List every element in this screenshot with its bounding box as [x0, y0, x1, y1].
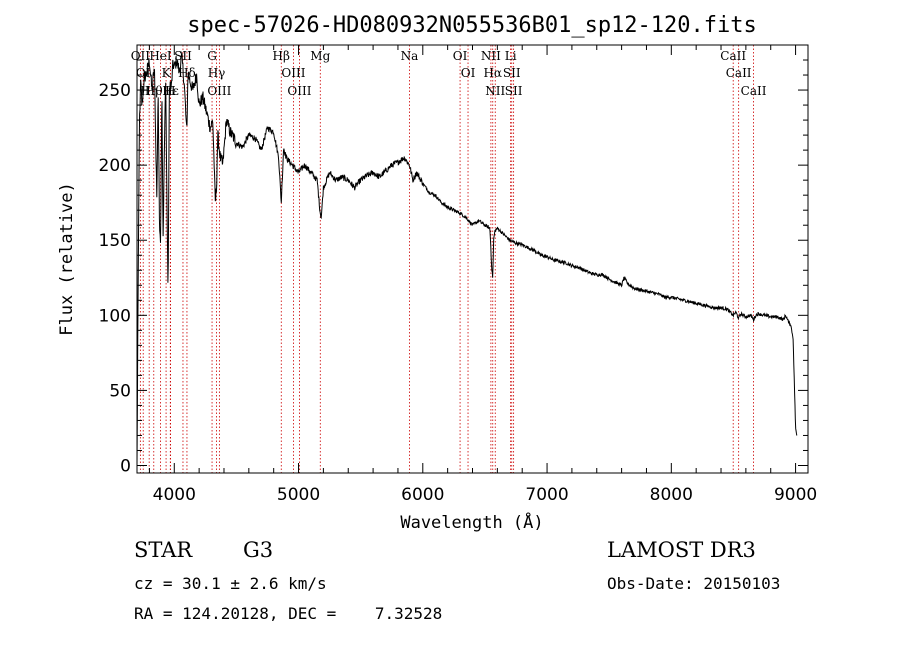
- line-label-nii: NII: [481, 49, 501, 63]
- line-label-k: K: [162, 66, 172, 80]
- line-label-hei: HeI: [149, 49, 172, 63]
- survey-name: LAMOST DR3: [607, 538, 756, 562]
- line-label-hβ: Hβ: [273, 49, 290, 63]
- line-label-sii: SII: [174, 49, 192, 63]
- line-label-mg: Mg: [310, 49, 330, 63]
- x-axis-ticks: 4000 5000 6000 7000 8000 9000: [148, 45, 817, 505]
- object-type: STAR: [134, 538, 193, 562]
- line-label-nii: NII: [485, 84, 505, 98]
- line-label-hη: Hη: [140, 84, 158, 98]
- y-axis-label: Flux (relative): [57, 182, 77, 336]
- spectral-line-labels: OIIOIHηHθHeIKHHεSIIHδGHγOIIIHβOIIIOIIIMg…: [131, 49, 767, 98]
- observation-date: Obs-Date: 20150103: [607, 574, 781, 593]
- y-tick-label: 150: [99, 231, 131, 251]
- line-label-oi: OI: [453, 49, 468, 63]
- x-tick-label: 5000: [277, 485, 320, 505]
- line-label-li: Li: [505, 49, 517, 63]
- line-label-caii: CaII: [726, 66, 752, 80]
- line-label-oii: OII: [131, 49, 151, 63]
- line-label-hδ: Hδ: [178, 66, 196, 80]
- line-label-caii: CaII: [720, 49, 746, 63]
- x-axis-label: Wavelength (Å): [400, 511, 543, 533]
- redshift-cz: cz = 30.1 ± 2.6 km/s: [134, 574, 327, 593]
- x-tick-label: 8000: [650, 485, 693, 505]
- x-tick-label: 9000: [774, 485, 817, 505]
- x-tick-label: 7000: [525, 485, 568, 505]
- y-tick-label: 50: [109, 381, 131, 401]
- line-label-g: G: [207, 49, 217, 63]
- flux-series-line: [136, 51, 798, 466]
- y-tick-label: 100: [99, 306, 131, 326]
- line-label-oiii: OIII: [281, 66, 305, 80]
- chart-title: spec-57026-HD080932N055536B01_sp12-120.f…: [187, 13, 757, 38]
- x-tick-label: 6000: [401, 485, 444, 505]
- spectral-line-markers: [139, 45, 754, 473]
- y-tick-label: 200: [99, 156, 131, 176]
- line-label-hθ: Hθ: [145, 84, 163, 98]
- line-label-oiii: OIII: [287, 84, 311, 98]
- line-label-na: Na: [401, 49, 419, 63]
- line-label-sii: SII: [503, 66, 521, 80]
- x-tick-label: 4000: [153, 485, 196, 505]
- line-label-sii: SII: [505, 84, 523, 98]
- y-tick-label: 0: [120, 456, 131, 476]
- line-label-hγ: Hγ: [208, 66, 226, 80]
- line-label-oi: OI: [461, 66, 476, 80]
- ra-dec-coordinates: RA = 124.20128, DEC = 7.32528: [134, 604, 443, 623]
- line-label-oiii: OIII: [207, 84, 231, 98]
- line-label-hα: Hα: [483, 66, 502, 80]
- object-subclass: G3: [243, 538, 274, 562]
- plot-frame: [136, 44, 809, 474]
- y-axis-ticks: 0 50 100 150 200 250: [99, 59, 808, 476]
- line-label-hε: Hε: [162, 84, 179, 98]
- line-label-caii: CaII: [741, 84, 767, 98]
- y-tick-label: 250: [99, 81, 131, 101]
- line-label-oi: OI: [136, 66, 151, 80]
